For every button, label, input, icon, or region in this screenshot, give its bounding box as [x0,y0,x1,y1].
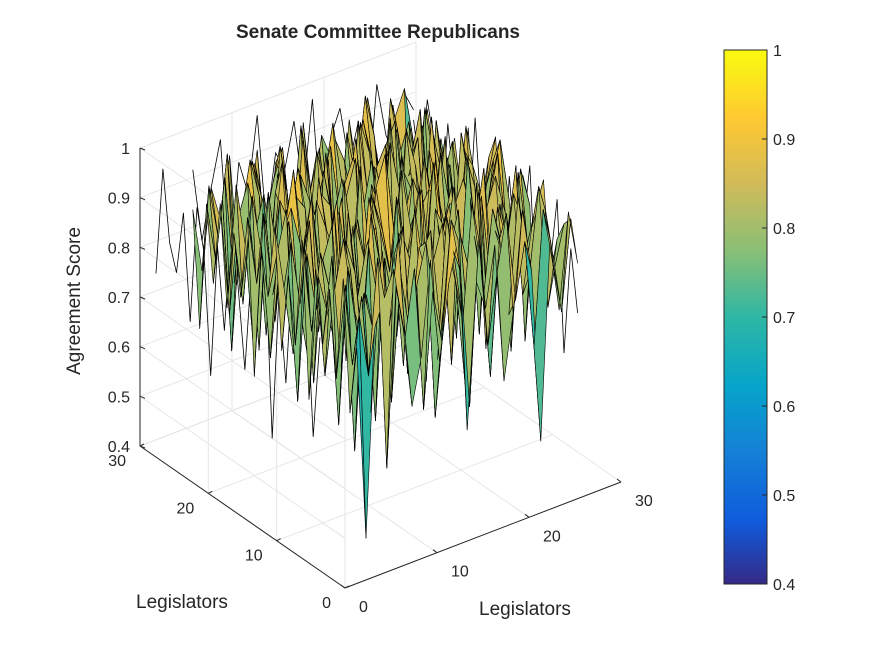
x-tick-mark [432,549,438,554]
x-tick-label: 30 [635,493,653,510]
surface-patch [561,211,578,313]
x-tick-label: 0 [359,599,368,616]
colorbar-tick-label: 0.5 [773,488,795,505]
z-tick-label: 1 [121,141,130,158]
y-tick-mark [139,443,145,447]
x-tick-label: 10 [451,564,469,581]
y-tick-labels: 0 10 20 30 [108,443,350,612]
z-tick-mark [139,246,146,250]
x-axis-line [344,481,622,589]
surface-plot [192,88,578,539]
colorbar-ticks: 0.4 0.5 0.6 0.7 0.8 0.9 1 [762,43,795,594]
x-axis-label: Legislators [479,599,571,620]
z-tick-mark [139,395,146,399]
colorbar: 0.4 0.5 0.6 0.7 0.8 0.9 1 [723,43,795,594]
y-tick-label: 20 [177,500,195,517]
y-tick-mark [276,538,281,542]
x-tick-mark [616,478,622,483]
z-tick-label: 0.5 [108,389,130,406]
colorbar-tick-label: 0.4 [773,577,795,594]
z-tick-label: 0.7 [108,290,130,307]
z-tick-mark [139,147,146,151]
z-tick-mark [139,445,146,449]
y-tick-mark [208,490,213,494]
z-tick-label: 0.8 [108,240,130,257]
y-tick-label: 30 [108,453,126,470]
y-axis-label: Legislators [136,592,228,613]
chart-title: Senate Committee Republicans [236,22,520,43]
colorbar-tick-label: 0.8 [773,221,795,238]
x-tick-labels: 0 10 20 30 [340,478,653,616]
z-tick-mark [139,197,146,201]
z-tick-mark [139,346,146,350]
y-tick-label: 0 [322,595,331,612]
colorbar-tick-label: 1 [773,43,782,60]
colorbar-tick-label: 0.6 [773,399,795,416]
z-axis-label: Agreement Score [64,227,85,375]
x-tick-mark [524,513,530,518]
z-tick-label: 0.4 [108,439,130,456]
y-tick-label: 10 [245,548,263,565]
y-axis-line [139,445,346,589]
x-tick-label: 20 [543,528,561,545]
z-tick-label: 0.9 [108,191,130,208]
colorbar-tick-label: 0.7 [773,310,795,327]
z-tick-labels: 0.4 0.5 0.6 0.7 0.8 0.9 1 [108,141,146,456]
colorbar-gradient [723,49,768,585]
z-tick-mark [139,296,146,300]
y-tick-mark [344,585,350,589]
x-tick-mark [340,584,346,589]
colorbar-tick-label: 0.9 [773,132,795,149]
z-tick-label: 0.6 [108,340,130,357]
